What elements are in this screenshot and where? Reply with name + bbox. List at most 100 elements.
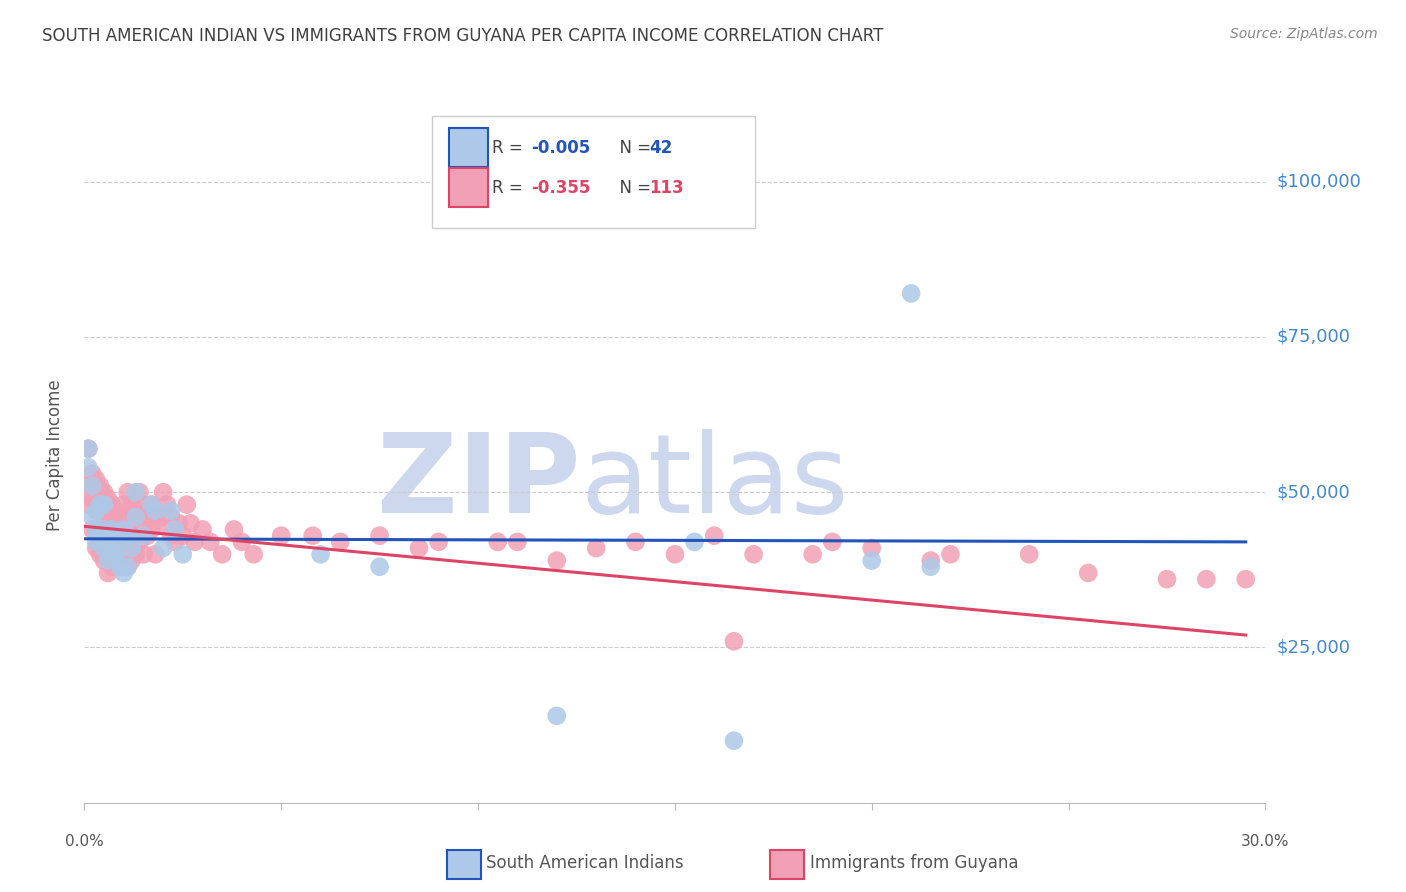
- Point: [920, 559, 942, 574]
- Point: [141, 523, 163, 537]
- Point: [101, 498, 124, 512]
- Point: [101, 534, 124, 549]
- Point: [84, 523, 107, 537]
- Point: [723, 634, 745, 648]
- Point: [486, 534, 509, 549]
- Point: [117, 529, 139, 543]
- Point: [108, 559, 131, 574]
- Point: [104, 504, 127, 518]
- Point: [124, 547, 146, 561]
- Point: [97, 566, 120, 580]
- Text: N =: N =: [609, 179, 657, 197]
- Point: [900, 286, 922, 301]
- Point: [121, 523, 143, 537]
- Point: [1195, 572, 1218, 586]
- Point: [152, 541, 174, 555]
- Point: [160, 510, 183, 524]
- Point: [132, 498, 155, 512]
- Point: [93, 498, 115, 512]
- Point: [117, 485, 139, 500]
- Point: [427, 534, 450, 549]
- Point: [128, 534, 150, 549]
- Point: [89, 479, 111, 493]
- Point: [108, 510, 131, 524]
- Point: [141, 498, 163, 512]
- Point: [101, 523, 124, 537]
- Point: [329, 534, 352, 549]
- Point: [112, 534, 135, 549]
- Point: [821, 534, 844, 549]
- Point: [77, 460, 100, 475]
- Point: [860, 541, 883, 555]
- Point: [172, 529, 194, 543]
- Point: [84, 523, 107, 537]
- Point: [683, 534, 706, 549]
- Point: [93, 553, 115, 567]
- Point: [121, 541, 143, 555]
- Text: 113: 113: [650, 179, 685, 197]
- Point: [82, 491, 104, 506]
- Point: [546, 708, 568, 723]
- Point: [703, 529, 725, 543]
- Point: [112, 516, 135, 531]
- Point: [163, 534, 186, 549]
- Point: [97, 553, 120, 567]
- Point: [301, 529, 323, 543]
- Point: [136, 529, 159, 543]
- Point: [121, 498, 143, 512]
- Point: [860, 553, 883, 567]
- Text: atlas: atlas: [581, 429, 849, 536]
- Point: [172, 547, 194, 561]
- Point: [89, 504, 111, 518]
- Point: [309, 547, 332, 561]
- Point: [82, 523, 104, 537]
- Point: [77, 442, 100, 456]
- Point: [89, 547, 111, 561]
- Point: [723, 733, 745, 747]
- Text: $25,000: $25,000: [1277, 639, 1351, 657]
- Point: [104, 559, 127, 574]
- Text: 42: 42: [650, 139, 673, 157]
- Text: 0.0%: 0.0%: [65, 834, 104, 849]
- Text: N =: N =: [609, 139, 657, 157]
- Point: [167, 516, 190, 531]
- Point: [801, 547, 824, 561]
- Point: [624, 534, 647, 549]
- Point: [920, 553, 942, 567]
- Point: [143, 547, 166, 561]
- Point: [104, 529, 127, 543]
- Point: [97, 491, 120, 506]
- Point: [93, 504, 115, 518]
- Point: [132, 523, 155, 537]
- Text: Immigrants from Guyana: Immigrants from Guyana: [810, 855, 1018, 872]
- Point: [506, 534, 529, 549]
- Point: [163, 523, 186, 537]
- Point: [101, 547, 124, 561]
- Point: [191, 523, 214, 537]
- Point: [97, 529, 120, 543]
- Point: [84, 534, 107, 549]
- Point: [89, 498, 111, 512]
- Point: [93, 541, 115, 555]
- Point: [108, 529, 131, 543]
- Point: [160, 529, 183, 543]
- Point: [270, 529, 292, 543]
- Point: [156, 498, 179, 512]
- Point: [231, 534, 253, 549]
- Point: [117, 559, 139, 574]
- Point: [101, 516, 124, 531]
- Point: [222, 523, 245, 537]
- Point: [82, 510, 104, 524]
- Point: [84, 473, 107, 487]
- Point: [124, 529, 146, 543]
- Point: [152, 485, 174, 500]
- Point: [242, 547, 264, 561]
- Point: [1077, 566, 1099, 580]
- Point: [132, 529, 155, 543]
- Point: [742, 547, 765, 561]
- Y-axis label: Per Capita Income: Per Capita Income: [45, 379, 63, 531]
- Point: [124, 510, 146, 524]
- Point: [128, 510, 150, 524]
- Point: [89, 529, 111, 543]
- Point: [82, 479, 104, 493]
